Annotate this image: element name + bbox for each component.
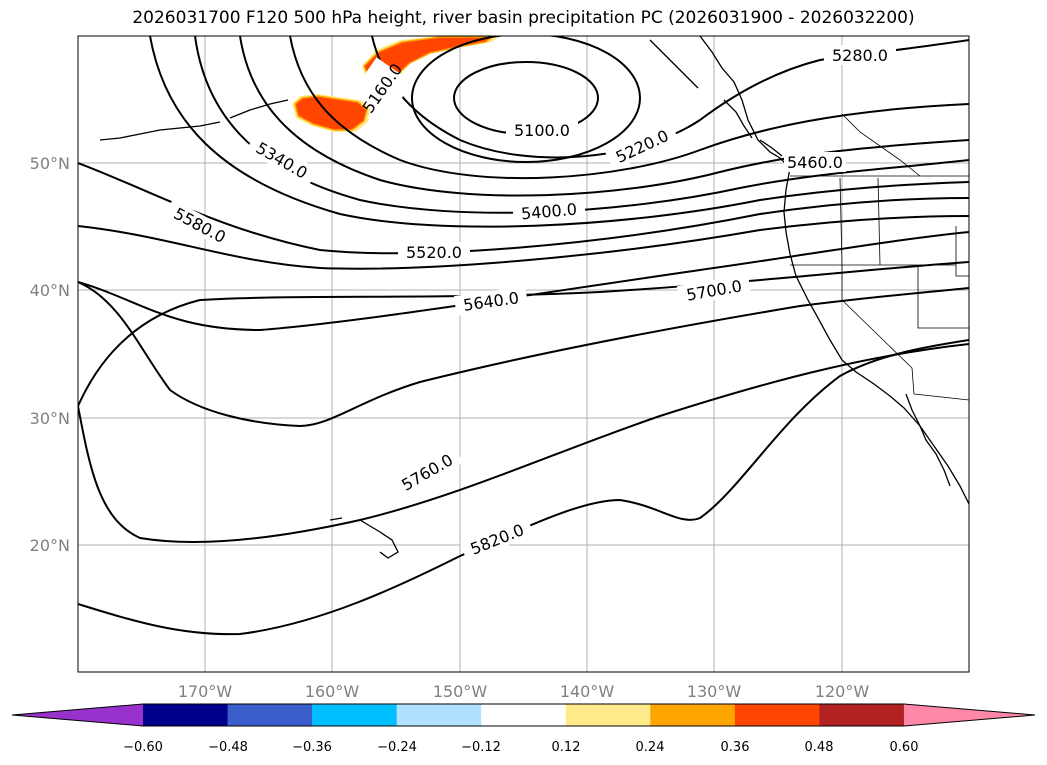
lat-label-50n: 50°N xyxy=(30,154,70,173)
colorbar-tick-label: 0.48 xyxy=(805,740,834,755)
colorbar-segment xyxy=(650,704,736,726)
lon-label-140w: 140°W xyxy=(560,682,615,701)
colorbar-tick-label: 0.12 xyxy=(552,740,581,755)
colorbar-tick-label: −0.36 xyxy=(292,740,332,755)
contour-label-5400: 5400.0 xyxy=(520,200,577,224)
colorbar-tick-label: 0.36 xyxy=(721,740,750,755)
colorbar-tick-label: −0.48 xyxy=(208,740,248,755)
contour-label-5520: 5520.0 xyxy=(406,243,462,262)
lon-label-170w: 170°W xyxy=(178,682,233,701)
colorbar-segment xyxy=(312,704,398,726)
lat-label-40n: 40°N xyxy=(30,281,70,300)
colorbar-segment xyxy=(565,704,651,726)
colorbar-ticks: −0.60 −0.48 −0.36 −0.24 −0.12 0.12 0.24 … xyxy=(123,740,918,755)
contour-label-5460: 5460.0 xyxy=(787,153,843,172)
lat-label-20n: 20°N xyxy=(30,536,70,555)
colorbar-tick-label: −0.12 xyxy=(461,740,501,755)
colorbar xyxy=(11,703,1036,727)
precip-shading xyxy=(292,36,500,132)
lat-label-30n: 30°N xyxy=(30,409,70,428)
colorbar-tick-label: −0.24 xyxy=(377,740,417,755)
contour-label-5280: 5280.0 xyxy=(832,46,888,65)
gridlines xyxy=(78,36,969,672)
longitude-labels: 170°W 160°W 150°W 140°W 130°W 120°W xyxy=(178,682,870,701)
lon-label-120w: 120°W xyxy=(815,682,870,701)
colorbar-segment xyxy=(819,704,905,726)
colorbar-tick-label: 0.60 xyxy=(890,740,919,755)
colorbar-tick-label: 0.24 xyxy=(636,740,665,755)
colorbar-segment xyxy=(396,704,482,726)
lon-label-150w: 150°W xyxy=(433,682,488,701)
plot-title: 2026031700 F120 500 hPa height, river ba… xyxy=(132,8,915,28)
contour-label-5100: 5100.0 xyxy=(514,121,570,140)
colorbar-extend-high xyxy=(903,704,1035,726)
colorbar-outline xyxy=(11,703,1036,727)
latitude-labels: 50°N 40°N 30°N 20°N xyxy=(30,154,70,555)
lon-label-160w: 160°W xyxy=(305,682,360,701)
colorbar-segment xyxy=(143,704,229,726)
colorbar-extend-low xyxy=(12,704,143,726)
map-frame xyxy=(77,35,970,673)
colorbar-segment xyxy=(227,704,313,726)
colorbar-segment xyxy=(481,704,567,726)
contour-labels: 5100.0 5160.0 5220.0 5280.0 5340.0 5400.… xyxy=(163,45,896,562)
colorbar-segment xyxy=(734,704,820,726)
colorbar-tick-label: −0.60 xyxy=(123,740,163,755)
map-area xyxy=(78,36,969,672)
lon-label-130w: 130°W xyxy=(687,682,742,701)
